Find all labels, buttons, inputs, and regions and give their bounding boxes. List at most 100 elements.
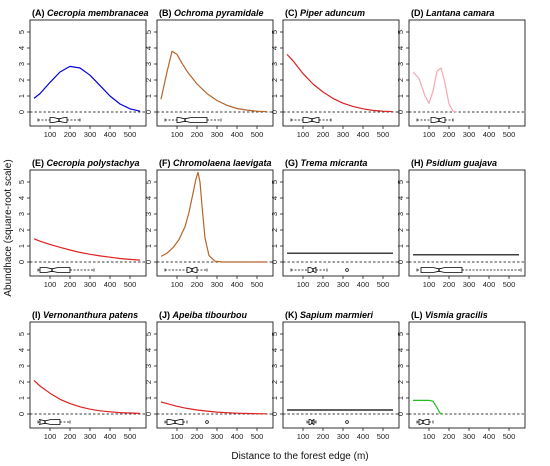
panel-4: (D) Lantana camara 0 1 2 3 4 5 100 200 300 400 500 [396,8,526,139]
y-tick-label: 2 [396,78,405,82]
y-tick-label: 3 [17,212,26,216]
panel-frame [282,169,400,277]
y-tick-label: 1 [17,94,26,98]
species-name: Piper aduncum [300,8,365,18]
y-tick-label: 3 [17,62,26,66]
panel-title: (B) Ochroma pyramidale [159,8,264,18]
species-name: Ochroma pyramidale [174,8,264,18]
x-tick-label: 400 [357,280,370,289]
panel-frame [156,19,274,127]
x-tick-label: 200 [443,280,456,289]
y-tick-label: 1 [396,396,405,400]
y-tick-label: 5 [17,332,26,336]
x-tick-label: 300 [84,432,97,441]
y-tick-label: 5 [396,30,405,34]
series-line [33,65,141,112]
panel-title: (H) Psidium guajava [411,158,497,168]
panel-title: (E) Cecropia polystachya [32,158,140,168]
panel-12: (L) Vismia gracilis 0 1 2 3 4 5 100 200 300 400 500 [396,310,526,441]
y-tick-label: 3 [396,212,405,216]
y-tick-label: 4 [270,348,279,352]
panel-title: (I) Vernonanthura patens [32,310,138,320]
x-tick-label: 300 [211,280,224,289]
panel-title: (A) Cecropia membranacea [32,8,149,18]
y-tick-label: 4 [270,46,279,50]
y-tick-label: 5 [270,30,279,34]
y-tick-label: 3 [144,212,153,216]
series-line [160,401,268,415]
x-tick-label: 200 [191,432,204,441]
y-tick-label: 4 [396,46,405,50]
x-tick-label: 500 [503,280,516,289]
x-tick-label: 100 [423,130,436,139]
y-tick-label: 1 [270,244,279,248]
boxplot-box [420,267,463,273]
panel-label: (H) [411,158,426,168]
y-tick-label: 3 [144,62,153,66]
panel-6: (F) Chromolaena laevigata 0 1 2 3 4 5 100 200 300… [144,158,274,289]
boxplot-outlier [345,268,349,272]
y-tick-label: 3 [396,364,405,368]
panel-label: (L) [411,310,425,320]
y-tick-label: 1 [17,396,26,400]
x-tick-label: 400 [231,280,244,289]
x-tick-label: 200 [191,130,204,139]
panel-label: (E) [32,158,47,168]
y-tick-label: 0 [396,412,405,416]
y-tick-label: 4 [17,46,26,50]
x-tick-label: 200 [443,432,456,441]
x-tick-label: 300 [463,280,476,289]
x-tick-label: 500 [124,130,137,139]
boxplot-box [38,419,61,425]
panel-3: (C) Piper aduncum 0 1 2 3 4 5 100 200 300 400 500 [270,8,400,139]
y-tick-label: 4 [17,196,26,200]
boxplot-box [176,117,208,123]
panel-label: (J) [159,310,173,320]
y-tick-label: 0 [144,110,153,114]
y-tick-label: 3 [270,62,279,66]
boxplot [164,117,222,123]
x-tick-label: 200 [64,130,77,139]
species-name: Cecropia membranacea [47,8,149,18]
y-tick-label: 0 [144,260,153,264]
y-tick-label: 2 [144,228,153,232]
boxplot [416,117,454,123]
y-tick-label: 1 [396,94,405,98]
x-tick-label: 400 [231,130,244,139]
panel-title: (D) Lantana camara [411,8,495,18]
x-tick-label: 400 [483,130,496,139]
x-tick-label: 200 [317,280,330,289]
boxplot [290,267,349,273]
y-tick-label: 0 [396,110,405,114]
series-line [286,53,394,113]
panel-frame [282,19,400,127]
panel-frame [29,169,147,277]
y-tick-label: 0 [17,260,26,264]
panel-frame [29,19,147,127]
panel-title: (G) Trema micranta [285,158,367,168]
x-tick-label: 100 [44,432,57,441]
x-tick-label: 400 [483,280,496,289]
panel-title: (F) Chromolaena laevigata [159,158,272,168]
panel-frame [156,321,274,429]
y-tick-label: 3 [17,364,26,368]
panel-frame [408,169,526,277]
x-tick-label: 200 [317,432,330,441]
panel-frame [408,321,526,429]
y-tick-label: 2 [396,228,405,232]
panel-1: (A) Cecropia membranacea 0 1 2 3 4 5 100 200 300 4… [17,8,149,139]
x-tick-label: 100 [297,280,310,289]
y-tick-label: 5 [270,180,279,184]
y-tick-label: 1 [396,244,405,248]
y-tick-label: 1 [17,244,26,248]
x-tick-label: 200 [443,130,456,139]
panel-10: (J) Apeiba tibourbou 0 1 2 3 4 5 100 200 300 400 50… [144,310,274,441]
panel-frame [29,321,147,429]
y-tick-label: 5 [144,180,153,184]
boxplot-box [307,267,317,273]
y-tick-label: 1 [144,244,153,248]
species-name: Chromolaena laevigata [173,158,272,168]
y-tick-label: 5 [144,332,153,336]
boxplot-box [39,267,71,273]
